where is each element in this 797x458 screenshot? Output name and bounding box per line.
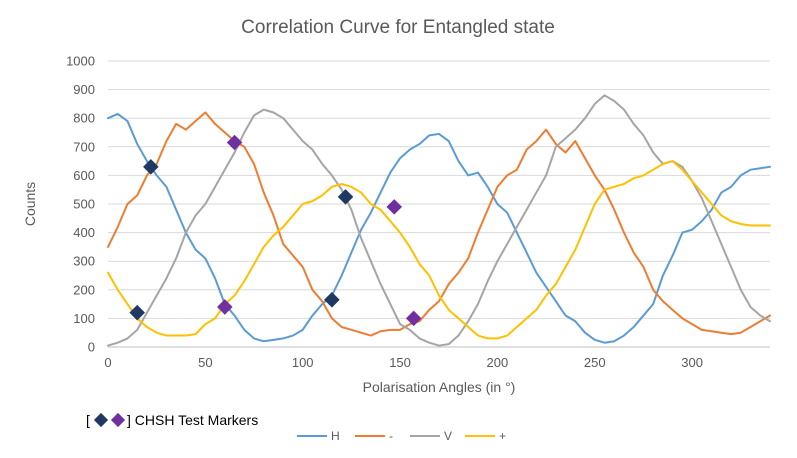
chart-title: Correlation Curve for Entangled state: [241, 17, 555, 38]
x-tick-label: 50: [198, 355, 212, 370]
note-purple-diamond: [110, 412, 126, 428]
y-tick-label: 1000: [66, 54, 95, 69]
markers: [129, 134, 422, 327]
legend: H - V +: [297, 429, 506, 443]
x-tick-label: 250: [584, 355, 606, 370]
legend-label: V: [444, 429, 452, 443]
series-line-V: [107, 94, 771, 347]
legend-label: H: [331, 429, 340, 443]
marker-point: [386, 199, 402, 215]
legend-item: V: [410, 429, 452, 443]
marker-point: [324, 292, 340, 308]
x-tick-label: 300: [681, 355, 703, 370]
marker-point: [337, 189, 354, 205]
y-tick-label: 100: [73, 311, 95, 326]
y-tick-label: 300: [73, 254, 95, 269]
x-tick-labels: 0 50 100 150 200 250 300: [104, 355, 703, 370]
gridlines: [108, 60, 770, 348]
y-tick-label: 400: [73, 225, 95, 240]
legend-item: -: [355, 429, 393, 443]
series-line-+: [107, 160, 771, 340]
x-tick-label: 200: [487, 355, 509, 370]
note-open-bracket: [: [86, 412, 90, 428]
legend-label: -: [389, 429, 393, 443]
y-axis-title: Counts: [22, 182, 38, 226]
y-tick-label: 700: [73, 139, 95, 154]
x-axis-title: Polarisation Angles (in °): [363, 379, 516, 395]
y-tick-label: 900: [73, 82, 95, 97]
note-text: ] CHSH Test Markers: [127, 412, 258, 428]
series-line--: [107, 111, 771, 337]
note-navy-diamond: [93, 412, 109, 428]
chsh-marker-note: [ ] CHSH Test Markers: [86, 412, 258, 428]
y-tick-label: 800: [73, 111, 95, 126]
y-tick-label: 0: [88, 340, 95, 355]
marker-point: [143, 159, 159, 175]
marker-point: [405, 310, 422, 327]
x-tick-label: 150: [389, 355, 411, 370]
y-tick-label: 600: [73, 168, 95, 183]
x-tick-label: 100: [292, 355, 314, 370]
legend-item: +: [465, 429, 506, 443]
y-tick-labels: 0 100 200 300 400 500 600 700 800 900 1000: [66, 54, 95, 355]
y-tick-label: 200: [73, 282, 95, 297]
legend-label: +: [499, 429, 506, 443]
marker-point: [226, 134, 243, 151]
series-lines: [107, 94, 771, 347]
legend-item: H: [297, 429, 340, 443]
series-line-H: [107, 112, 771, 344]
x-tick-label: 0: [104, 355, 111, 370]
y-tick-label: 500: [73, 197, 95, 212]
